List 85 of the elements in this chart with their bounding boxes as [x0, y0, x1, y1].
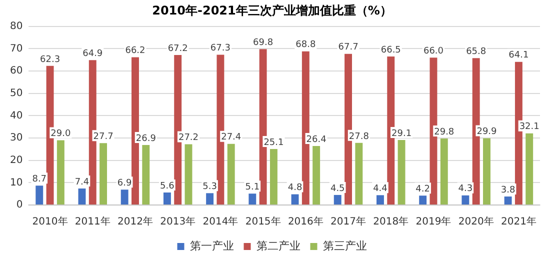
- data-label: 5.1: [245, 182, 260, 192]
- bar: [120, 190, 128, 204]
- bar: [248, 194, 256, 204]
- data-label: 64.1: [508, 50, 529, 61]
- y-tick-label: 60: [10, 66, 23, 77]
- bar: [440, 138, 448, 204]
- legend-label: 第二产业: [256, 239, 300, 252]
- bar: [419, 196, 427, 204]
- bar: [334, 194, 342, 204]
- data-label: 27.7: [93, 132, 114, 142]
- bar: [163, 192, 171, 204]
- data-label: 5.3: [202, 182, 217, 192]
- data-label: 67.2: [168, 44, 188, 54]
- data-label: 66.5: [380, 45, 401, 56]
- data-label: 29.8: [434, 127, 454, 138]
- y-tick-label: 10: [10, 177, 23, 188]
- data-label: 66.2: [125, 46, 146, 56]
- data-label: 67.3: [210, 44, 230, 54]
- x-tick-label: 2017年: [330, 216, 366, 228]
- data-label: 66.0: [423, 46, 444, 56]
- bar: [291, 194, 299, 204]
- bar: [398, 140, 406, 204]
- legend-label: 第三产业: [322, 239, 367, 252]
- data-label: 64.9: [82, 48, 103, 59]
- data-label: 5.6: [160, 181, 175, 192]
- bar: [227, 144, 235, 204]
- data-label: 67.7: [338, 42, 358, 53]
- data-label: 8.7: [32, 174, 47, 184]
- bar: [56, 140, 64, 204]
- data-label: 3.8: [500, 185, 516, 196]
- bar: [504, 196, 512, 204]
- bar: [36, 186, 44, 204]
- data-label: 27.2: [178, 133, 199, 144]
- y-tick-label: 30: [10, 132, 23, 144]
- y-tick-label: 80: [10, 20, 23, 32]
- data-label: 4.8: [288, 183, 302, 194]
- data-label: 65.8: [466, 46, 486, 57]
- data-label: 26.9: [136, 134, 156, 144]
- bar: [376, 195, 384, 204]
- y-tick-label: 50: [10, 88, 23, 99]
- y-tick-label: 20: [10, 154, 23, 166]
- data-label: 4.2: [416, 184, 430, 194]
- y-tick-label: 40: [10, 110, 23, 122]
- legend-label: 第一产业: [190, 239, 234, 252]
- bar: [270, 148, 278, 204]
- bar: [526, 133, 534, 204]
- data-label: 69.8: [253, 38, 274, 48]
- x-tick-label: 2010年: [32, 216, 68, 228]
- data-label: 26.4: [306, 134, 327, 145]
- x-tick-label: 2020年: [458, 216, 494, 228]
- data-label: 62.3: [40, 54, 60, 65]
- bar: [462, 195, 470, 204]
- data-label: 29.1: [392, 128, 412, 139]
- bar: [355, 142, 363, 204]
- data-label: 4.3: [458, 184, 473, 194]
- x-tick-label: 2016年: [288, 216, 324, 228]
- data-label: 27.4: [221, 132, 242, 143]
- bar: [483, 138, 490, 204]
- x-tick-label: 2011年: [74, 216, 110, 228]
- bar: [312, 146, 320, 204]
- bar: [184, 144, 192, 204]
- x-tick-label: 2012年: [118, 216, 153, 228]
- x-tick-label: 2021年: [500, 216, 536, 228]
- data-label: 27.8: [348, 132, 370, 142]
- data-label: 6.9: [117, 178, 132, 188]
- bar: [206, 193, 214, 204]
- data-label: 4.5: [330, 184, 345, 194]
- y-tick-label: 70: [10, 43, 23, 54]
- data-label: 7.4: [74, 177, 90, 188]
- bar: [100, 143, 108, 204]
- data-label: 25.1: [264, 138, 284, 148]
- data-label: 32.1: [519, 122, 540, 132]
- data-label: 4.4: [373, 184, 388, 194]
- x-tick-label: 2014年: [202, 216, 238, 228]
- y-tick-label: 0: [16, 200, 23, 211]
- x-tick-label: 2015年: [245, 216, 281, 228]
- x-tick-label: 2018年: [373, 216, 409, 228]
- bar: [142, 144, 150, 204]
- data-label: 29.0: [50, 129, 71, 140]
- bar: [78, 188, 86, 204]
- x-tick-label: 2019年: [416, 216, 452, 228]
- chart-title: 2010年-2021年三次产业增加值比重（%）: [152, 3, 392, 18]
- x-tick-label: 2013年: [160, 216, 196, 228]
- data-label: 29.9: [476, 127, 498, 138]
- data-label: 68.8: [296, 40, 316, 50]
